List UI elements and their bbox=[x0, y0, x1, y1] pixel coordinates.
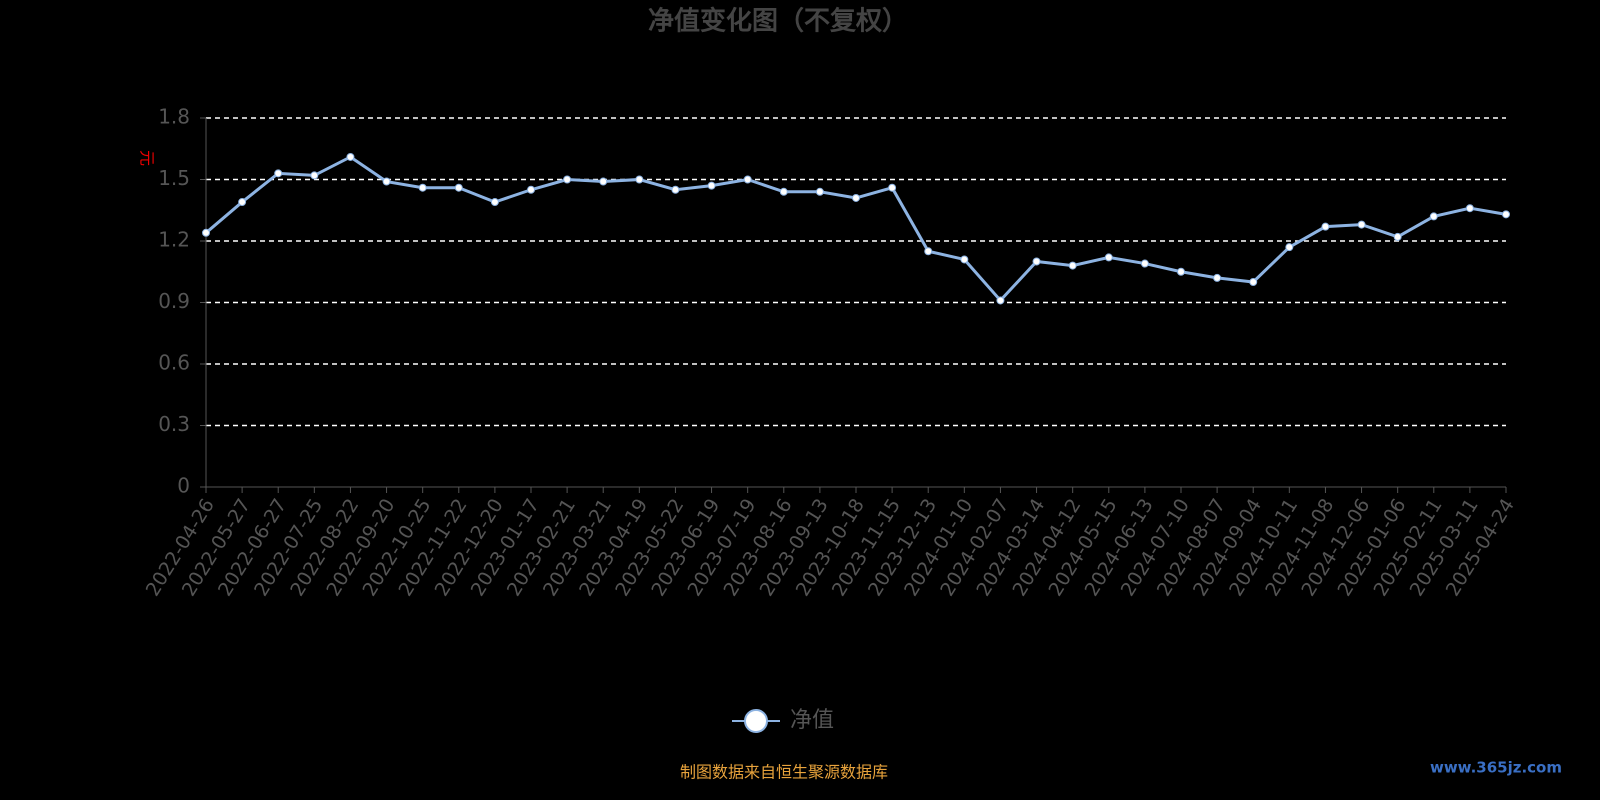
chart: 净值变化图（不复权） 元 制图数据来自恒生聚源数据库 www.365jz.com… bbox=[138, 6, 1563, 782]
point bbox=[888, 183, 897, 192]
point bbox=[852, 193, 860, 202]
point bbox=[1465, 204, 1474, 213]
point bbox=[671, 185, 680, 194]
point bbox=[1104, 253, 1113, 262]
point bbox=[996, 296, 1005, 305]
point bbox=[238, 198, 247, 207]
point bbox=[346, 152, 355, 161]
point bbox=[382, 177, 391, 186]
point bbox=[1140, 259, 1149, 268]
point bbox=[1068, 261, 1077, 270]
point bbox=[599, 177, 608, 186]
point bbox=[707, 181, 716, 190]
point bbox=[779, 187, 788, 196]
point bbox=[1393, 232, 1402, 241]
point bbox=[274, 169, 283, 178]
point bbox=[1357, 220, 1366, 229]
point bbox=[924, 247, 933, 256]
y-tick-label: 0 bbox=[177, 474, 190, 498]
y-tick-label: 1.2 bbox=[158, 228, 190, 252]
legend-label: 净值 bbox=[790, 708, 834, 733]
point bbox=[960, 255, 969, 264]
point bbox=[815, 187, 824, 196]
point bbox=[1429, 212, 1438, 221]
chart-title: 净值变化图（不复权） bbox=[648, 6, 908, 37]
y-tick-label: 0.9 bbox=[158, 289, 190, 313]
y-tick-label: 1.5 bbox=[158, 166, 190, 190]
point bbox=[563, 175, 572, 184]
y-axis-label: 元 bbox=[138, 150, 157, 166]
watermark: www.365jz.com bbox=[1430, 759, 1562, 777]
point bbox=[418, 183, 427, 192]
point bbox=[202, 228, 210, 237]
y-tick-label: 0.6 bbox=[158, 351, 190, 375]
legend-marker bbox=[744, 709, 768, 733]
point bbox=[1032, 257, 1041, 266]
point bbox=[1213, 273, 1222, 282]
series-line bbox=[205, 155, 1507, 303]
point bbox=[1249, 278, 1258, 286]
point bbox=[635, 175, 644, 184]
point bbox=[1502, 210, 1510, 219]
point bbox=[490, 198, 499, 207]
point bbox=[527, 185, 535, 194]
point bbox=[743, 175, 752, 184]
point bbox=[310, 171, 319, 180]
point bbox=[454, 183, 463, 192]
y-tick-label: 1.8 bbox=[158, 105, 190, 129]
point bbox=[1321, 222, 1330, 231]
y-tick-label: 0.3 bbox=[158, 412, 190, 436]
point bbox=[1285, 243, 1294, 252]
point bbox=[1177, 267, 1185, 276]
source-note: 制图数据来自恒生聚源数据库 bbox=[680, 763, 888, 782]
